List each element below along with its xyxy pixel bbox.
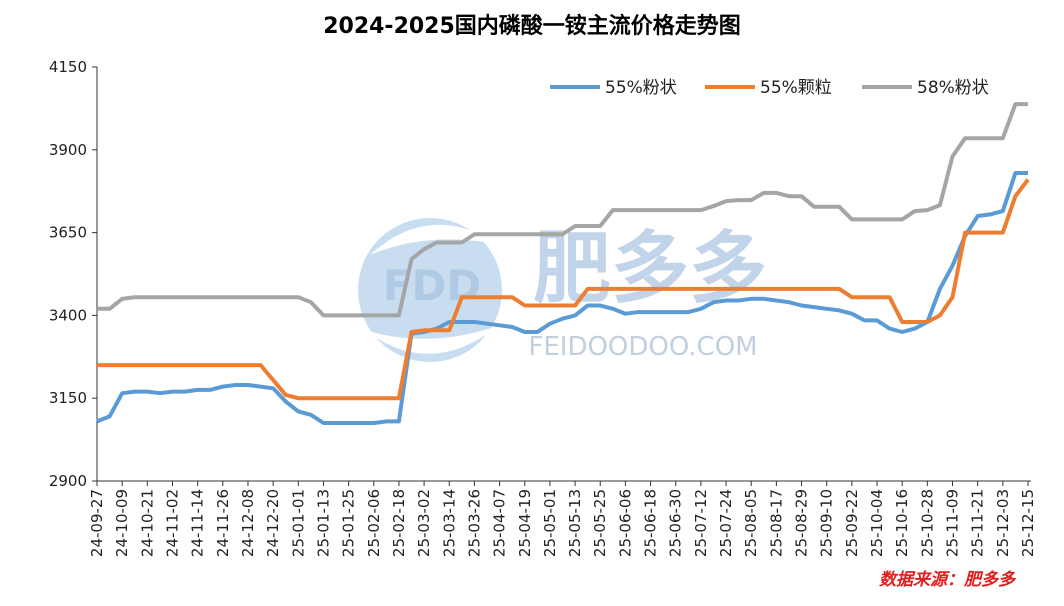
x-tick-label: 25-05-13: [566, 489, 584, 557]
watermark-logo: [358, 218, 502, 362]
y-tick-label: 4150: [49, 58, 87, 76]
legend-label: 58%粉状: [917, 78, 989, 98]
x-tick-label: 25-01-13: [314, 489, 332, 557]
x-tick-label: 24-10-21: [138, 489, 156, 557]
x-tick-label: 25-02-06: [365, 489, 383, 557]
x-tick-label: 25-03-02: [415, 489, 433, 557]
x-tick-label: 24-11-26: [214, 489, 232, 557]
x-tick-label: 25-01-25: [340, 489, 358, 557]
x-tick-label: 25-11-09: [944, 489, 962, 557]
watermark-logo-text: FDD: [383, 261, 481, 310]
series-line: [97, 102, 1028, 318]
x-tick-label: 25-01-01: [289, 489, 307, 557]
y-tick-label: 3650: [49, 224, 87, 242]
chart-title: 2024-2025国内磷酸一铵主流价格走势图: [323, 13, 741, 39]
x-tick-label: 25-02-18: [390, 489, 408, 557]
x-tick-label: 25-09-10: [818, 489, 836, 557]
watermark-site: FEIDOODOO.COM: [528, 332, 757, 362]
x-tick-label: 25-09-22: [843, 489, 861, 557]
watermark-swoosh: [365, 325, 500, 354]
x-tick-label: 25-04-07: [491, 489, 509, 557]
x-tick-label: 25-04-19: [516, 489, 534, 557]
x-tick-label: 25-07-24: [717, 489, 735, 557]
x-tick-label: 25-10-04: [868, 489, 886, 557]
x-tick-label: 25-10-16: [893, 489, 911, 557]
x-tick-label: 25-03-26: [465, 489, 483, 557]
x-tick-label: 25-06-30: [667, 489, 685, 557]
x-tick-label: 25-08-05: [742, 489, 760, 557]
x-tick-label: 25-11-21: [969, 489, 987, 557]
x-tick-label: 24-09-27: [88, 489, 106, 557]
x-tick-label: 25-06-18: [642, 489, 660, 557]
series-line: [97, 178, 1030, 401]
legend-label: 55%粉状: [605, 78, 677, 98]
x-tick-label: 25-12-03: [994, 489, 1012, 557]
x-tick-label: 25-03-14: [440, 489, 458, 557]
y-tick-label: 3900: [49, 141, 87, 159]
x-tick-label: 25-08-17: [767, 489, 785, 557]
x-tick-label: 24-11-02: [163, 489, 181, 557]
x-tick-label: 24-11-14: [189, 489, 207, 557]
y-tick-label: 3150: [49, 389, 87, 407]
series-line: [96, 171, 1028, 425]
x-tick-label: 25-12-15: [1019, 489, 1037, 557]
x-tick-label: 24-10-09: [113, 489, 131, 557]
x-tick-label: 25-05-01: [541, 489, 559, 557]
x-tick-label: 25-10-28: [918, 489, 936, 557]
x-tick-label: 24-12-08: [239, 489, 257, 557]
y-tick-label: 2900: [49, 472, 87, 490]
y-tick-label: 3400: [49, 306, 87, 324]
x-tick-label: 25-08-29: [793, 489, 811, 557]
source-note: 数据来源：肥多多: [879, 570, 1017, 590]
x-tick-label: 25-07-12: [692, 489, 710, 557]
legend-label: 55%颗粒: [760, 78, 832, 98]
x-tick-label: 24-12-20: [264, 489, 282, 557]
x-tick-label: 25-05-25: [591, 489, 609, 557]
watermark-swoosh: [370, 224, 500, 255]
x-tick-label: 25-06-06: [616, 489, 634, 557]
